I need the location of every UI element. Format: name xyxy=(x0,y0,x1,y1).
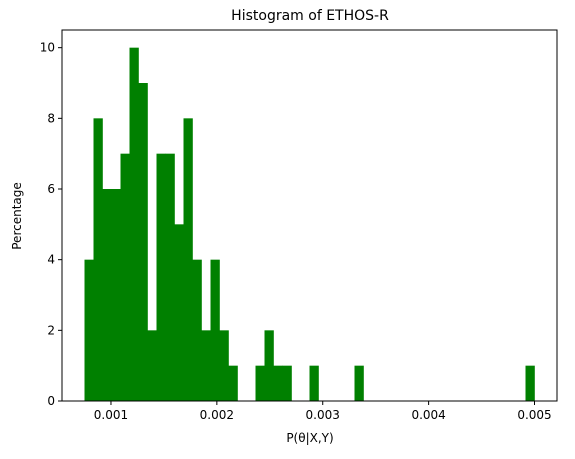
bar xyxy=(219,330,229,401)
y-tick-label: 4 xyxy=(47,253,55,267)
bar xyxy=(111,189,121,401)
bar xyxy=(183,118,193,401)
bar xyxy=(354,365,364,401)
bar xyxy=(210,259,220,401)
bar xyxy=(174,224,184,401)
bar xyxy=(93,118,103,401)
y-tick-label: 10 xyxy=(40,41,55,55)
x-axis-label: P(θ|X,Y) xyxy=(286,431,333,445)
chart-title: Histogram of ETHOS-R xyxy=(231,8,389,24)
bar xyxy=(138,83,148,401)
bar xyxy=(228,365,238,401)
y-tick-label: 8 xyxy=(47,111,55,125)
y-axis-label: Percentage xyxy=(10,182,24,250)
x-tick-label: 0.001 xyxy=(94,408,128,422)
bar xyxy=(147,330,157,401)
bar xyxy=(156,153,166,401)
bar xyxy=(84,259,94,401)
y-tick-label: 2 xyxy=(47,323,55,337)
x-tick-label: 0.003 xyxy=(306,408,340,422)
bar xyxy=(264,330,274,401)
x-tick-label: 0.004 xyxy=(411,408,445,422)
plot-frame xyxy=(61,29,558,402)
bar xyxy=(525,365,535,401)
bar xyxy=(273,365,283,401)
bar xyxy=(282,365,292,401)
bar xyxy=(201,330,211,401)
bar xyxy=(255,365,265,401)
bar xyxy=(192,259,202,401)
bar xyxy=(102,189,112,401)
y-tick-label: 6 xyxy=(47,182,55,196)
bar xyxy=(129,47,139,402)
x-tick-label: 0.002 xyxy=(200,408,234,422)
y-tick-label: 0 xyxy=(47,394,55,408)
bar xyxy=(309,365,319,401)
x-tick-label: 0.005 xyxy=(517,408,551,422)
bar xyxy=(120,153,130,401)
bar xyxy=(165,153,175,401)
